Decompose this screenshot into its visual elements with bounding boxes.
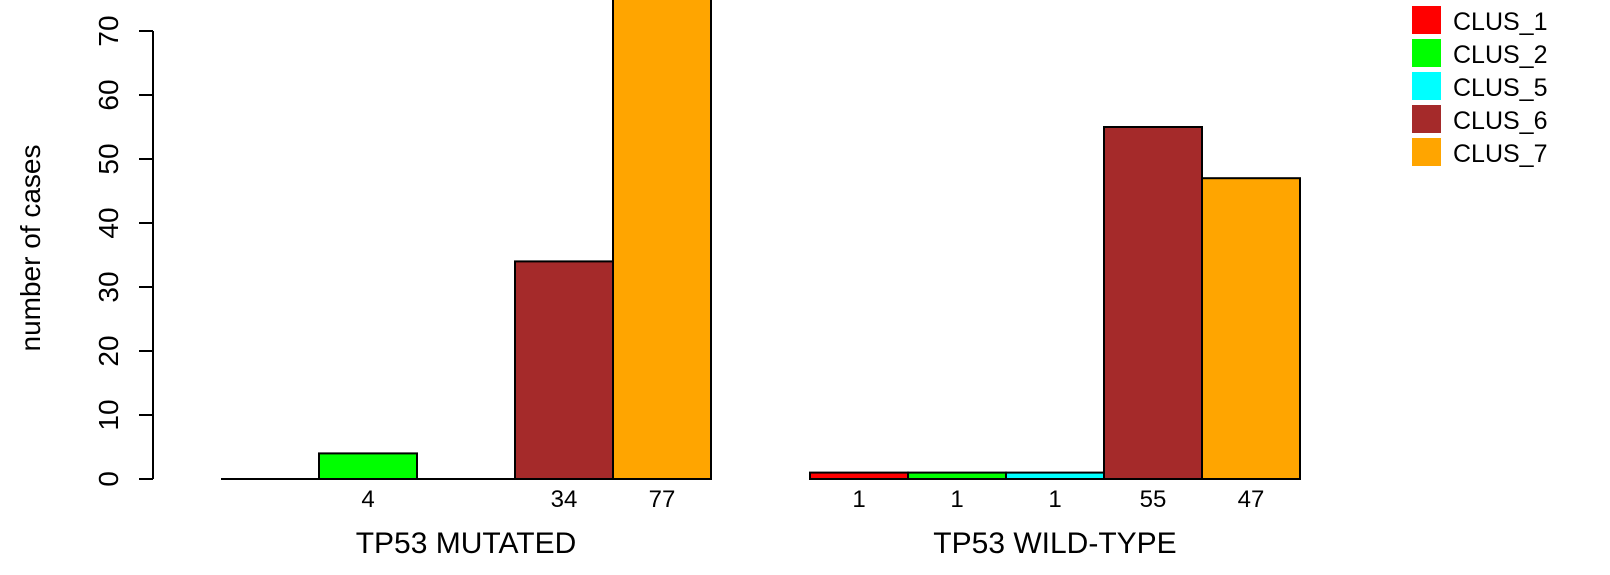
y-tick-label-60: 60 — [93, 79, 124, 110]
bars — [221, 0, 1301, 481]
legend: CLUS_1 CLUS_2 CLUS_5 CLUS_6 CLUS_7 — [1412, 6, 1548, 168]
data-label: 34 — [551, 486, 578, 513]
legend-label-clus_7: CLUS_7 — [1453, 140, 1548, 168]
data-label: 1 — [950, 486, 963, 513]
bar-tp53-wild-type-clus_7 — [1201, 177, 1301, 480]
y-tick-label-0: 0 — [93, 471, 124, 487]
legend-label-clus_2: CLUS_2 — [1453, 41, 1548, 69]
bar-tp53-mutated-clus_7 — [612, 0, 712, 480]
data-label: 77 — [649, 486, 676, 513]
group-labels: TP53 MUTATED TP53 WILD-TYPE — [356, 527, 1177, 560]
legend-label-clus_6: CLUS_6 — [1453, 107, 1548, 135]
y-tick-label-40: 40 — [93, 207, 124, 238]
bar-tp53-wild-type-clus_6 — [1103, 126, 1203, 480]
data-label: 47 — [1238, 486, 1265, 513]
y-tick-label-20: 20 — [93, 335, 124, 366]
data-label: 4 — [361, 486, 374, 513]
data-label: 1 — [852, 486, 865, 513]
bar-tp53-mutated-clus_2 — [318, 452, 418, 480]
legend-swatch-clus_6 — [1412, 105, 1441, 133]
group-label: TP53 WILD-TYPE — [933, 527, 1176, 560]
y-axis: 0 10 20 30 40 50 60 70 — [93, 15, 154, 487]
legend-swatch-clus_5 — [1412, 72, 1441, 100]
y-tick-label-50: 50 — [93, 143, 124, 174]
data-label: 55 — [1140, 486, 1167, 513]
legend-label-clus_1: CLUS_1 — [1453, 8, 1548, 36]
data-label: 1 — [1048, 486, 1061, 513]
y-tick-label-70: 70 — [93, 15, 124, 46]
data-labels: 4 34 77 1 1 1 55 47 — [361, 486, 1264, 513]
y-axis-label: number of cases — [15, 145, 46, 352]
y-tick-label-30: 30 — [93, 271, 124, 302]
group-label: TP53 MUTATED — [356, 527, 577, 560]
legend-swatch-clus_1 — [1412, 6, 1441, 34]
legend-swatch-clus_2 — [1412, 39, 1441, 67]
y-tick-label-10: 10 — [93, 399, 124, 430]
legend-label-clus_5: CLUS_5 — [1453, 74, 1548, 102]
legend-swatch-clus_7 — [1412, 138, 1441, 166]
bar-tp53-mutated-clus_6 — [514, 260, 614, 480]
